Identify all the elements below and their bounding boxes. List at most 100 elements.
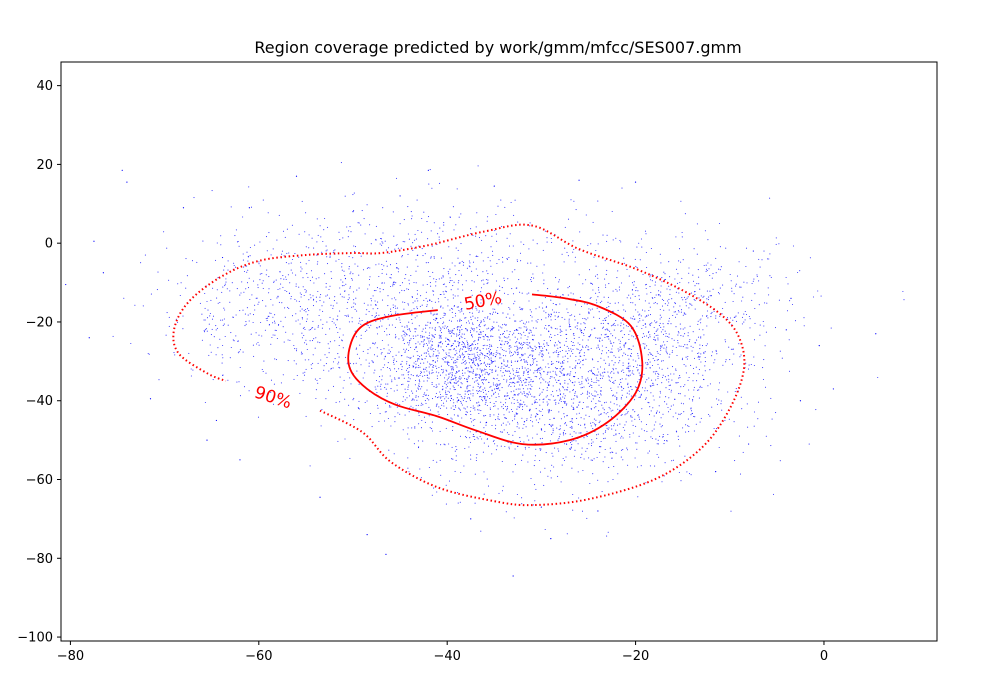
data-point — [490, 336, 492, 338]
data-point — [524, 342, 526, 344]
data-point — [532, 348, 534, 350]
data-point — [517, 221, 519, 223]
data-point — [589, 369, 591, 372]
data-point — [470, 518, 472, 520]
data-point — [398, 268, 400, 270]
data-point — [328, 352, 330, 354]
data-point — [706, 343, 708, 345]
data-point — [470, 458, 472, 460]
data-point — [521, 355, 523, 357]
data-point — [586, 435, 588, 437]
data-point — [657, 328, 659, 330]
data-point — [508, 370, 510, 372]
data-point — [505, 324, 507, 327]
data-point — [245, 288, 247, 290]
data-point — [348, 321, 350, 323]
data-point — [579, 350, 581, 352]
data-point — [437, 344, 439, 346]
data-point — [502, 372, 504, 374]
data-point — [324, 217, 326, 220]
data-point — [432, 307, 434, 309]
data-point — [679, 323, 681, 325]
data-point — [452, 329, 454, 331]
data-point — [533, 359, 535, 361]
data-point — [296, 348, 298, 350]
data-point — [360, 255, 362, 257]
data-point — [403, 338, 405, 340]
data-point — [102, 272, 104, 274]
data-point — [457, 345, 460, 347]
data-point — [477, 405, 479, 407]
data-point — [395, 307, 397, 309]
data-point — [559, 331, 561, 333]
data-point — [666, 403, 668, 405]
data-point — [682, 259, 684, 261]
data-point — [514, 351, 516, 353]
data-point — [435, 313, 437, 315]
data-point — [249, 313, 251, 315]
data-point — [431, 245, 433, 247]
data-point — [752, 250, 754, 252]
data-point — [601, 404, 603, 406]
data-point — [653, 338, 655, 341]
data-point — [442, 371, 445, 373]
data-point — [663, 443, 665, 445]
data-point — [440, 341, 442, 343]
data-point — [401, 368, 403, 371]
data-point — [480, 371, 483, 373]
data-point — [649, 334, 651, 336]
contour-90pct — [172, 223, 746, 507]
data-point — [394, 305, 396, 307]
data-point — [674, 398, 676, 400]
data-point — [393, 453, 395, 455]
data-point — [693, 389, 695, 391]
data-point — [534, 484, 536, 486]
data-point — [416, 399, 418, 401]
data-point — [416, 293, 419, 295]
data-point — [442, 359, 444, 361]
data-point — [261, 273, 263, 275]
data-point — [488, 351, 490, 353]
data-point — [644, 381, 647, 383]
data-point — [282, 275, 284, 277]
data-point — [428, 342, 430, 344]
data-point — [447, 330, 450, 332]
data-point — [661, 298, 663, 300]
data-point — [555, 403, 557, 405]
data-point — [636, 325, 638, 327]
data-point — [515, 412, 517, 414]
data-point — [699, 348, 701, 350]
data-point — [659, 347, 662, 349]
data-point — [425, 355, 427, 357]
data-point — [279, 271, 281, 273]
data-point — [328, 370, 330, 372]
data-point — [730, 348, 732, 350]
data-point — [242, 253, 244, 255]
data-point — [356, 289, 358, 291]
data-point — [637, 389, 639, 392]
data-point — [479, 421, 481, 423]
data-point — [565, 433, 567, 435]
data-point — [495, 233, 497, 235]
data-point — [710, 264, 712, 266]
data-point — [560, 334, 562, 337]
data-point — [514, 269, 516, 271]
data-point — [555, 399, 557, 401]
data-point — [508, 411, 510, 413]
data-point — [381, 375, 383, 377]
data-point — [481, 438, 483, 440]
data-point — [668, 356, 670, 358]
data-point — [296, 300, 298, 302]
data-point — [616, 396, 618, 399]
data-point — [471, 335, 473, 337]
data-point — [627, 365, 629, 367]
data-point — [432, 355, 434, 357]
data-point — [272, 322, 274, 324]
data-point — [435, 317, 437, 319]
data-point — [571, 420, 573, 422]
data-point — [654, 301, 656, 304]
data-point — [692, 346, 694, 348]
data-point — [509, 375, 511, 377]
data-point — [434, 301, 436, 303]
data-point — [663, 475, 665, 477]
